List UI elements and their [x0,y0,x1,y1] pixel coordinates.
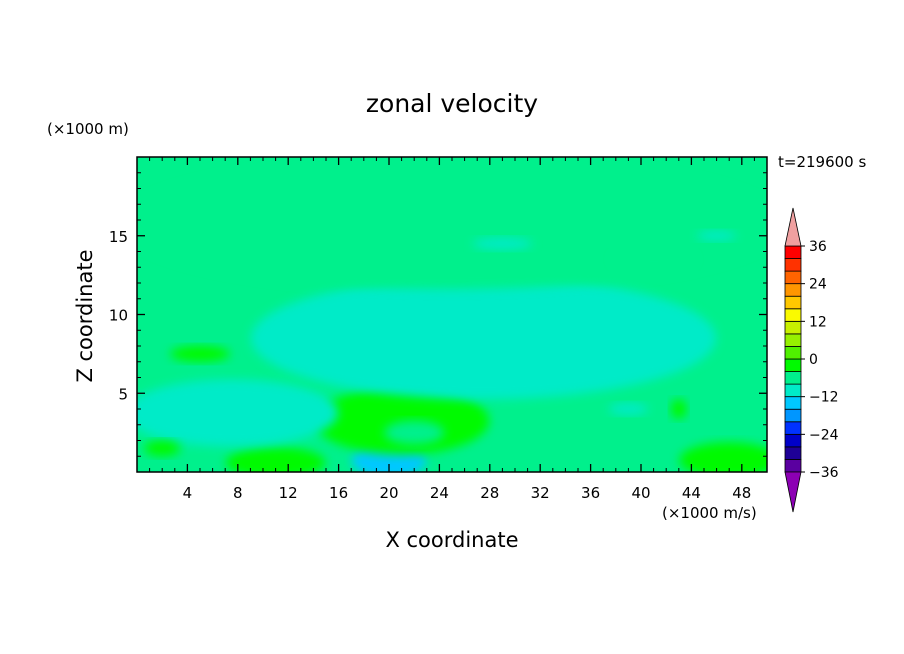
time-label: t=219600 s [778,153,866,171]
x-axis-ticks: 4 8 12 16 20 24 28 32 36 40 44 48 [149,157,755,502]
field-feature [170,345,230,362]
field-feature [608,403,649,415]
field-feature [613,251,694,268]
field-region [137,158,767,289]
colorbar-tick-label: 0 [809,352,818,368]
colorbar-band [784,333,802,347]
x-tick-label: 4 [183,484,193,502]
x-tick-label: 20 [379,484,398,502]
colorbar-unit: (×1000 m/s) [662,504,757,522]
x-tick-label: 8 [233,484,243,502]
y-axis-ticks: 5 10 15 [109,172,767,457]
velocity-field [137,158,767,472]
colorbar-band [784,358,802,372]
colorbar-band [784,258,802,272]
x-tick-label: 32 [531,484,550,502]
field-feature [696,230,737,241]
colorbar-band [784,446,802,460]
colorbar-extend-top [784,207,802,247]
colorbar-band [784,383,802,398]
x-tick-label: 36 [581,484,600,502]
x-axis-label: X coordinate [385,528,518,552]
colorbar-band [784,245,802,259]
colorbar-band [784,270,802,285]
x-tick-label: 12 [279,484,298,502]
colorbar-band [784,295,802,310]
colorbar-extend-bottom [784,471,802,513]
x-tick-label: 44 [682,484,701,502]
field-region [251,277,716,400]
colorbar-band [784,308,802,322]
x-tick-label: 40 [631,484,650,502]
colorbar-tick-label: 24 [809,277,827,293]
y-axis-label: Z coordinate [73,249,97,382]
field-region [225,447,326,472]
field-region [679,442,767,472]
y-tick-label: 15 [109,228,128,246]
colorbar-band [784,396,802,410]
field-feature [384,420,445,445]
colorbar: 36 24 12 0 −12 −24 −36 [784,207,839,513]
colorbar-band [784,459,802,473]
x-tick-label: 28 [480,484,499,502]
field-feature [670,399,687,419]
colorbar-band [784,408,802,423]
colorbar-tick-label: −12 [809,390,839,406]
field-feature [472,237,533,250]
field-feature [144,440,181,457]
colorbar-tick-label: −24 [809,427,839,443]
colorbar-band [784,371,802,385]
field-region [314,387,490,455]
y-tick-label: 10 [109,307,128,325]
y-axis-unit: (×1000 m) [47,120,129,138]
chart-title: zonal velocity [366,89,538,118]
field-region [137,379,338,447]
colorbar-band [784,320,802,335]
y-tick-label: 5 [118,385,128,403]
colorbar-band [784,421,802,435]
colorbar-tick-label: 12 [809,314,827,330]
x-tick-label: 48 [732,484,751,502]
colorbar-band [784,283,802,297]
colorbar-tick-label: 36 [809,239,827,255]
colorbar-tick-label: −36 [809,465,839,481]
x-tick-label: 24 [430,484,449,502]
colorbar-band [784,433,802,448]
colorbar-band [784,346,802,360]
x-tick-label: 16 [329,484,348,502]
